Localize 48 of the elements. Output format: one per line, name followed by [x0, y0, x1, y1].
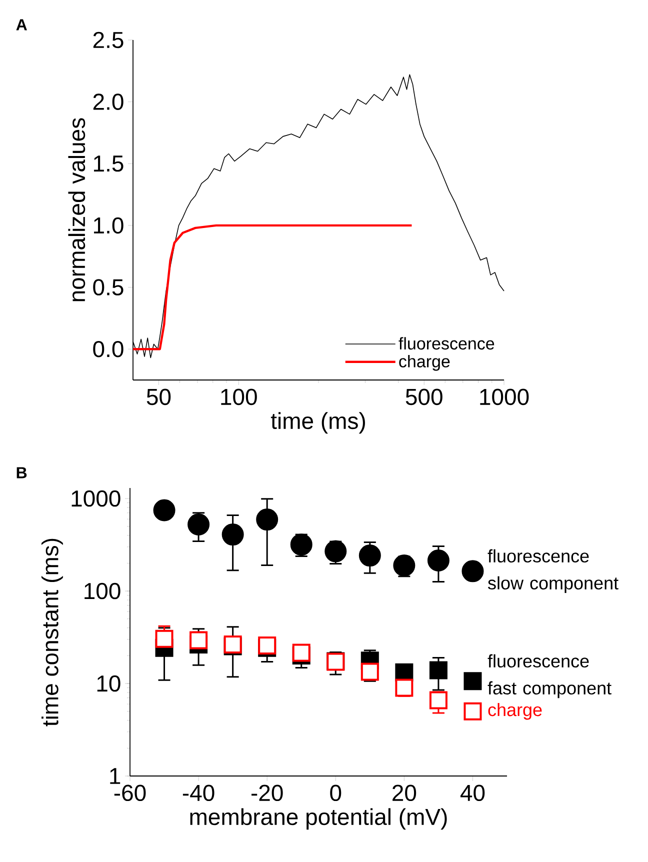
series-label: fluorescence fast component — [488, 654, 612, 698]
legend-label: fluorescence — [398, 337, 494, 350]
y-axis-title: normalized values — [68, 118, 86, 302]
x-tick-label: 500 — [406, 388, 442, 406]
point — [222, 524, 244, 546]
point — [190, 631, 208, 650]
x-tick-label: 100 — [221, 388, 257, 406]
point — [153, 499, 176, 522]
x-tick-label: -20 — [251, 784, 283, 802]
x-tick-label: 40 — [460, 784, 485, 802]
point — [258, 636, 276, 654]
y-tick-label: 0.0 — [93, 340, 124, 358]
x-axis-title: time (ms) — [270, 412, 365, 434]
legend-label: charge — [399, 354, 450, 371]
y-tick-label: 2.0 — [93, 94, 124, 110]
x-tick-label: 20 — [392, 784, 416, 802]
y-tick-label: 2.5 — [93, 32, 124, 48]
series-label: fluorescence slow component — [488, 549, 618, 594]
y-tick-label: 100 — [84, 582, 120, 600]
series-label: charge — [488, 702, 542, 720]
x-tick-label: -60 — [114, 784, 146, 802]
point — [358, 544, 381, 567]
y-tick-label: 1000 — [72, 490, 120, 507]
y-tick-label: 1 — [110, 768, 120, 784]
x-tick-label: 0 — [330, 784, 342, 802]
point — [427, 549, 450, 572]
point — [188, 514, 210, 536]
point — [393, 554, 416, 576]
chart-title: A — [16, 19, 27, 30]
point — [324, 540, 347, 562]
y-tick-label: 0.5 — [93, 279, 124, 296]
point — [292, 644, 310, 662]
chart-title: B — [16, 467, 27, 478]
point — [360, 662, 379, 681]
point — [155, 630, 174, 648]
y-tick-label: 1.5 — [94, 156, 124, 172]
x-tick-label: 50 — [146, 388, 171, 406]
point — [462, 560, 484, 582]
point — [256, 508, 278, 531]
y-tick-label: 1.0 — [94, 217, 124, 234]
point — [290, 534, 312, 556]
x-tick-label: 1000 — [480, 388, 529, 406]
point — [464, 672, 482, 690]
x-axis-title: membrane potential (mV) — [190, 808, 447, 830]
point — [429, 661, 448, 680]
y-axis-title: time constant (ms) — [42, 538, 63, 726]
x-tick-label: -40 — [182, 784, 214, 802]
y-tick-label: 10 — [97, 675, 120, 692]
